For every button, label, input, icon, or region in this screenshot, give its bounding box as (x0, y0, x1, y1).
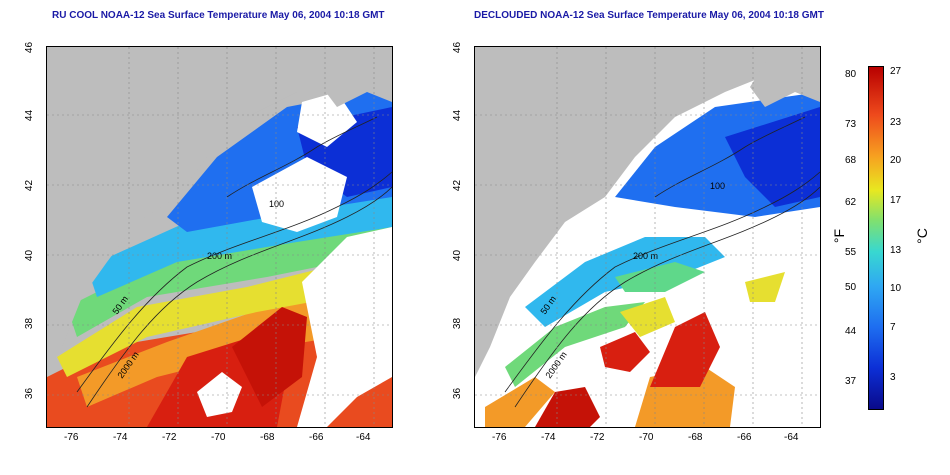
cloud-area-4 (197, 372, 242, 417)
red-patch-2 (232, 307, 307, 407)
temperature-colorbar (868, 66, 884, 410)
colorbar-f-tick-73: 73 (845, 119, 857, 130)
left-lat-tick-36: 36 (24, 387, 36, 400)
right-lat-tick-46: 46 (452, 41, 464, 54)
fahrenheit-unit-label: °F (831, 228, 848, 244)
right-map-graphic: 100 200 m 50 m 2000 m (475, 47, 820, 427)
colorbar-f-tick-37: 37 (845, 376, 857, 387)
isobath-2000m (86, 186, 392, 408)
yellow-patch (745, 272, 785, 302)
isobath-label-100: 100 (710, 181, 725, 191)
isobath-2000m (514, 186, 820, 408)
left-lon-tick--74: -74 (113, 432, 128, 443)
left-map-graphic: 100 200 m 50 m 2000 m (47, 47, 392, 427)
left-lon-tick--76: -76 (64, 432, 79, 443)
right-lat-tick-36: 36 (452, 387, 464, 400)
land-mass (475, 47, 820, 377)
left-lon-tick--70: -70 (211, 432, 226, 443)
orange-patch (485, 377, 555, 427)
right-lon-tick--74: -74 (541, 432, 556, 443)
green-patch (615, 262, 705, 292)
left-lat-tick-42: 42 (24, 179, 36, 192)
land-nova-scotia (322, 47, 392, 107)
colorbar-c-tick-27: 27 (890, 66, 902, 77)
colorbar-c-tick-23: 23 (890, 117, 902, 128)
colorbar-f-tick-44: 44 (845, 326, 857, 337)
isobath-200m (504, 171, 820, 393)
isobath-label-200: 200 m (207, 251, 232, 261)
colorbar-c-tick-3: 3 (890, 372, 896, 383)
left-lat-tick-40: 40 (24, 249, 36, 262)
isobath-100m (654, 116, 806, 198)
colorbar-f-tick-55: 55 (845, 247, 857, 258)
left-lat-tick-46: 46 (24, 41, 36, 54)
green-band (505, 302, 645, 387)
left-lon-tick--68: -68 (260, 432, 275, 443)
right-lat-tick-44: 44 (452, 109, 464, 122)
isobath-label-100: 100 (269, 199, 284, 209)
colorbar-f-tick-62: 62 (845, 197, 857, 208)
right-lon-tick--66: -66 (737, 432, 752, 443)
colorbar-f-tick-68: 68 (845, 155, 857, 166)
left-lat-tick-38: 38 (24, 317, 36, 330)
celsius-unit-label: °C (913, 228, 930, 244)
yellow-patch-2 (620, 297, 675, 337)
left-lon-tick--72: -72 (162, 432, 177, 443)
land-mass (47, 47, 392, 377)
right-lon-tick--64: -64 (784, 432, 799, 443)
isobath-200m (76, 171, 392, 393)
right-lat-tick-40: 40 (452, 249, 464, 262)
red-patch-3 (600, 332, 650, 372)
red-patch (650, 312, 720, 387)
isobath-100m (226, 116, 378, 198)
left-lon-tick--64: -64 (356, 432, 371, 443)
land-nova-scotia (750, 47, 820, 107)
colorbar-f-tick-80: 80 (845, 69, 857, 80)
right-lon-tick--70: -70 (639, 432, 654, 443)
right-lat-tick-42: 42 (452, 179, 464, 192)
right-sst-map: 100 200 m 50 m 2000 m (474, 46, 821, 428)
red-patch-2 (535, 387, 600, 427)
colorbar-c-tick-10: 10 (890, 283, 902, 294)
right-lon-tick--68: -68 (688, 432, 703, 443)
cloud-area-3 (297, 92, 357, 147)
deep-blue-band (725, 107, 820, 207)
green-band (67, 217, 392, 337)
right-lon-tick--76: -76 (492, 432, 507, 443)
cloud-area (297, 227, 392, 427)
colorbar-c-tick-17: 17 (890, 195, 902, 206)
left-sst-map: 100 200 m 50 m 2000 m (46, 46, 393, 428)
isobath-label-200: 200 m (633, 251, 658, 261)
right-panel-title: DECLOUDED NOAA-12 Sea Surface Temperatur… (474, 10, 824, 21)
colorbar-c-tick-13: 13 (890, 245, 902, 256)
left-panel-title: RU COOL NOAA-12 Sea Surface Temperature … (52, 10, 385, 21)
colorbar-f-tick-50: 50 (845, 282, 857, 293)
right-lon-tick--72: -72 (590, 432, 605, 443)
colorbar-c-tick-20: 20 (890, 155, 902, 166)
right-lat-tick-38: 38 (452, 317, 464, 330)
colorbar-c-tick-7: 7 (890, 322, 896, 333)
left-lon-tick--66: -66 (309, 432, 324, 443)
left-lat-tick-44: 44 (24, 109, 36, 122)
